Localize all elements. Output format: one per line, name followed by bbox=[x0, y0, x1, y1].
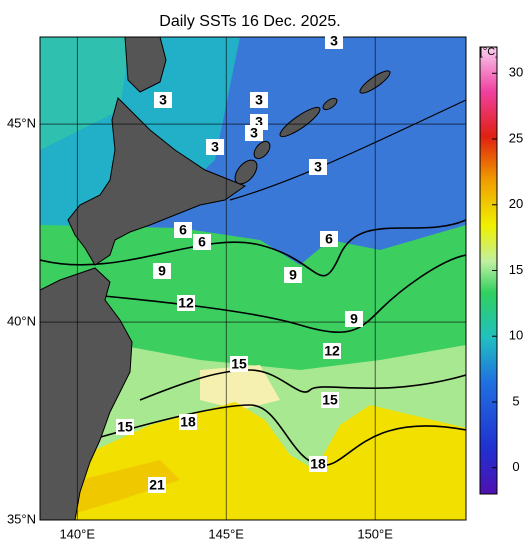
contour-label: 21 bbox=[149, 477, 165, 493]
contour-label: 12 bbox=[324, 343, 340, 359]
map-title: Daily SSTs 16 Dec. 2025. bbox=[159, 13, 340, 30]
contour-label-box bbox=[148, 477, 166, 493]
contour-label-box bbox=[179, 414, 197, 430]
contour-label-box bbox=[177, 295, 195, 311]
contour-label-box bbox=[309, 159, 327, 175]
contour-label-box bbox=[250, 92, 268, 108]
colorbar-tick-label: 15 bbox=[509, 262, 523, 277]
contour-label: 6 bbox=[179, 222, 187, 238]
colorbar-tick-label: 20 bbox=[509, 196, 523, 211]
contour-label-box bbox=[320, 231, 338, 247]
contour-label-box bbox=[174, 222, 192, 238]
contour-label-box bbox=[309, 456, 327, 472]
contour-label: 3 bbox=[211, 139, 219, 155]
lon-tick-label: 150°E bbox=[357, 526, 393, 541]
contour-label-box bbox=[325, 33, 343, 49]
colorbar-tick-label: 10 bbox=[509, 328, 523, 343]
colorbar-tick-label: 0 bbox=[512, 459, 519, 474]
contour-label-box bbox=[206, 139, 224, 155]
contour-label: 15 bbox=[117, 419, 133, 435]
colorbar-tick-label: 5 bbox=[512, 393, 519, 408]
map-frame bbox=[39, 36, 467, 521]
contour-label: 3 bbox=[250, 125, 258, 141]
contour-label: 3 bbox=[159, 92, 167, 108]
lat-tick-label: 45°N bbox=[7, 116, 36, 131]
contour-label-box bbox=[154, 92, 172, 108]
contour-label: 6 bbox=[325, 231, 333, 247]
colorbar-unit: [°C] bbox=[480, 46, 498, 58]
lon-tick-label: 140°E bbox=[59, 526, 95, 541]
contour-label-box bbox=[116, 419, 134, 435]
lat-tick-label: 35°N bbox=[7, 511, 36, 526]
contour-label: 18 bbox=[180, 414, 196, 430]
contour-label-box bbox=[321, 392, 339, 408]
contour-label: 9 bbox=[158, 263, 166, 279]
contour-label: 15 bbox=[322, 392, 338, 408]
colorbar-tick-label: 30 bbox=[509, 65, 523, 80]
contour-label: 6 bbox=[198, 234, 206, 250]
contour-label: 15 bbox=[231, 356, 247, 372]
contour-label: 3 bbox=[330, 33, 338, 49]
contour-label: 3 bbox=[255, 114, 263, 130]
contour-label: 12 bbox=[178, 295, 194, 311]
lat-tick-label: 40°N bbox=[7, 313, 36, 328]
contour-label: 9 bbox=[289, 267, 297, 283]
sst-field bbox=[40, 37, 466, 520]
contour-label: 18 bbox=[310, 456, 326, 472]
lon-tick-label: 145°E bbox=[208, 526, 244, 541]
contour-label-box bbox=[284, 267, 302, 283]
contour-label-box bbox=[193, 234, 211, 250]
contour-label: 3 bbox=[255, 92, 263, 108]
contour-label-box bbox=[153, 263, 171, 279]
contour-label: 9 bbox=[350, 311, 358, 327]
contour-label: 3 bbox=[314, 159, 322, 175]
colorbar-tick-label: 25 bbox=[509, 130, 523, 145]
contour-label-box bbox=[230, 356, 248, 372]
contour-label-box bbox=[323, 343, 341, 359]
contour-label-box bbox=[245, 125, 263, 141]
contour-label-box bbox=[345, 311, 363, 327]
